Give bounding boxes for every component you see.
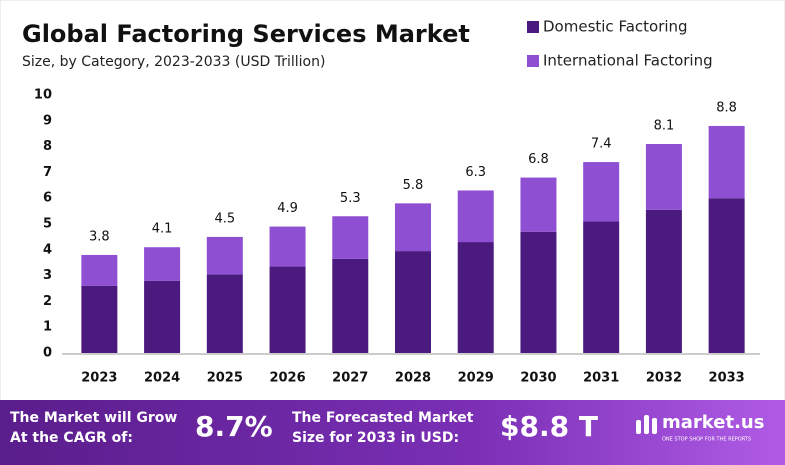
total-label: 4.1	[152, 222, 173, 237]
forecast-label: The Forecasted Market	[292, 410, 474, 426]
total-label: 5.3	[340, 191, 361, 206]
chart-title: Global Factoring Services Market	[22, 20, 470, 48]
legend-swatch	[527, 55, 539, 67]
chart-subtitle: Size, by Category, 2023-2033 (USD Trilli…	[22, 54, 325, 70]
cagr-label: At the CAGR of:	[10, 430, 133, 446]
forecast-value: $8.8 T	[500, 410, 598, 443]
bar-segment	[457, 242, 494, 353]
bar-segment	[395, 251, 431, 353]
bar-segment	[206, 274, 243, 353]
cagr-label: The Market will Grow	[10, 410, 177, 426]
x-tick-label: 2029	[458, 371, 494, 386]
bar-segment	[81, 254, 118, 286]
total-label: 3.8	[89, 229, 110, 244]
bar-segment	[708, 125, 745, 199]
x-tick-label: 2031	[583, 371, 619, 386]
y-tick-label: 4	[43, 242, 52, 257]
bar-segment	[583, 162, 620, 222]
x-tick-label: 2032	[646, 371, 682, 386]
total-label: 6.3	[465, 165, 486, 180]
bar-segment	[269, 226, 306, 267]
x-tick-label: 2027	[332, 371, 368, 386]
total-label: 6.8	[528, 152, 549, 167]
y-tick-label: 10	[34, 88, 52, 103]
brand-tagline: ONE STOP SHOP FOR THE REPORTS	[662, 437, 751, 443]
bar-segment	[144, 280, 181, 353]
total-label: 7.4	[591, 137, 612, 152]
x-tick-label: 2024	[144, 371, 180, 386]
y-tick-label: 3	[43, 268, 52, 283]
legend-swatch	[527, 21, 539, 33]
bar-segment	[708, 198, 745, 353]
y-tick-label: 1	[43, 320, 52, 335]
bar-segment	[269, 266, 306, 353]
bar-segment	[457, 190, 494, 243]
bar-segment	[332, 216, 369, 259]
y-tick-label: 9	[43, 113, 52, 128]
total-label: 4.5	[214, 211, 235, 226]
x-tick-label: 2026	[269, 371, 305, 386]
brand: market.us	[662, 412, 764, 433]
bar-segment	[520, 177, 557, 232]
y-tick-label: 2	[43, 294, 52, 309]
x-tick-label: 2033	[709, 371, 745, 386]
x-tick-label: 2023	[81, 371, 117, 386]
total-label: 8.1	[654, 119, 675, 134]
bar-segment	[332, 258, 369, 353]
bar-segment	[144, 247, 181, 281]
total-label: 8.8	[716, 100, 737, 115]
x-tick-label: 2028	[395, 371, 431, 386]
legend-label: Domestic Factoring	[543, 18, 688, 36]
y-tick-label: 7	[43, 165, 52, 180]
y-tick-label: 0	[43, 346, 52, 361]
cagr-value: 8.7%	[195, 410, 273, 443]
x-tick-label: 2030	[520, 371, 556, 386]
bar-segment	[206, 236, 243, 275]
bar-segment	[645, 144, 682, 210]
brand-logo	[636, 415, 657, 434]
legend-label: International Factoring	[543, 52, 713, 70]
total-label: 5.8	[403, 178, 424, 193]
bar-segment	[395, 203, 431, 252]
total-label: 4.9	[277, 201, 298, 216]
forecast-label: Size for 2033 in USD:	[292, 430, 459, 446]
bar-segment	[645, 209, 682, 353]
bar-segment	[520, 231, 557, 353]
y-tick-label: 5	[43, 217, 52, 232]
bar-segment	[81, 285, 118, 353]
y-tick-label: 6	[43, 191, 52, 206]
x-tick-label: 2025	[207, 371, 243, 386]
y-tick-label: 8	[43, 139, 52, 154]
bar-segment	[583, 221, 620, 353]
